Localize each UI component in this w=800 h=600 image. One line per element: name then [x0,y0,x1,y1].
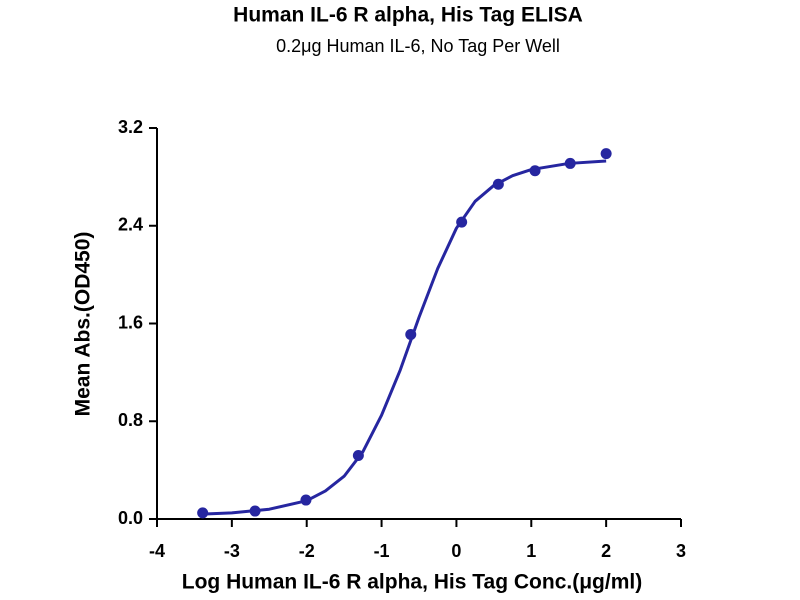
data-point [492,178,504,190]
x-axis-label: Log Human IL-6 R alpha, His Tag Conc.(μg… [182,571,642,594]
x-tick-label: -4 [149,541,165,561]
x-tick-label: 2 [601,541,611,561]
y-tick-label: 1.6 [118,312,143,332]
data-point [600,148,612,160]
y-tick-label: 0.8 [118,410,143,430]
data-point [249,505,261,517]
x-tick-label: -2 [299,541,315,561]
y-tick-label: 3.2 [118,117,143,137]
x-tick-label: 3 [676,541,686,561]
data-point [564,157,576,169]
chart-subtitle: 0.2μg Human IL-6, No Tag Per Well [276,36,560,56]
x-tick-label: 1 [526,541,536,561]
fit-curve [201,159,607,516]
y-axis-label: Mean Abs.(OD450) [72,232,95,417]
data-point [456,216,468,228]
chart-title: Human IL-6 R alpha, His Tag ELISA [233,4,583,27]
x-tick-label: -1 [374,541,390,561]
y-tick-label: 0.0 [118,508,143,528]
data-point [405,328,417,340]
data-point [197,507,209,519]
data-point [300,494,312,506]
data-point [529,165,541,177]
x-tick-label: 0 [451,541,461,561]
y-tick-label: 2.4 [118,215,143,235]
x-tick-label: -3 [224,541,240,561]
data-point [352,449,364,461]
